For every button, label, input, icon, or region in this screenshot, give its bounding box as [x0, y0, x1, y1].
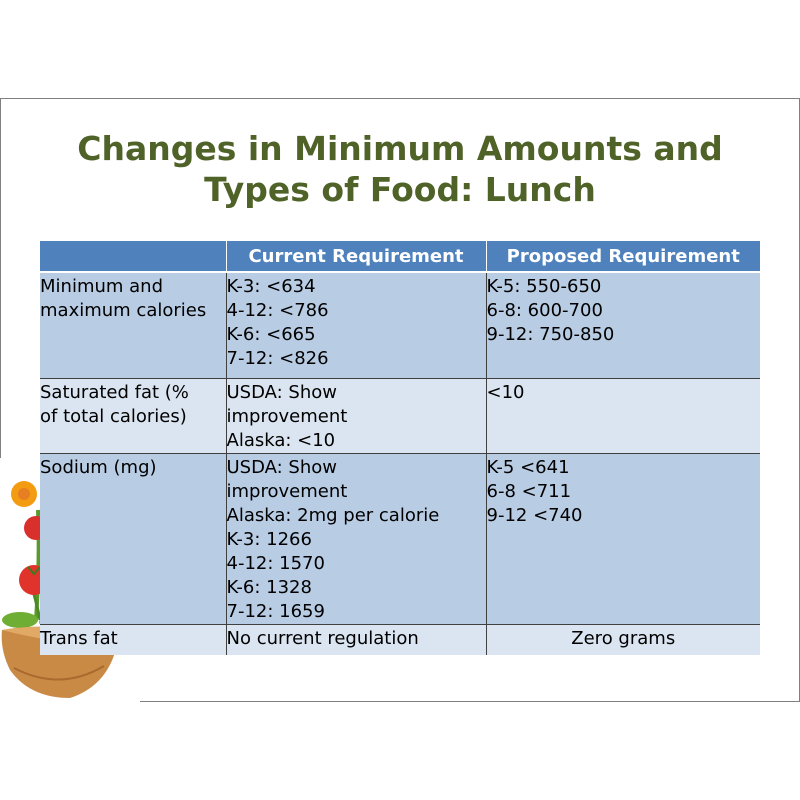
current-line: USDA: Show [226, 381, 338, 403]
current-line: 4-12: 1570 [226, 552, 325, 574]
slide-title-line-1: Changes in Minimum Amounts and [77, 129, 723, 168]
table-cell-proposed: K-5 <641 6-8 <711 9-12 <740 [485, 452, 760, 624]
current-line: Alaska: <10 [226, 429, 336, 451]
requirements-table: Current Requirement Proposed Requirement… [40, 241, 760, 655]
slide-title: Changes in Minimum Amounts and Types of … [0, 128, 800, 210]
table-row-sodium: Sodium (mg) USDA: Show improvement Alask… [40, 452, 760, 624]
current-line: 7-12: 1659 [226, 600, 325, 622]
label-line: of total calories) [40, 405, 187, 427]
label-line: Minimum and [40, 276, 164, 297]
slide-border-top [0, 98, 800, 99]
table-header-proposed: Proposed Requirement [485, 241, 760, 272]
label-line: Saturated fat (% [40, 381, 189, 403]
current-line: improvement [226, 405, 348, 427]
current-line: K-3: 1266 [226, 528, 312, 550]
table-cell-current: USDA: Show improvement Alaska: 2mg per c… [225, 452, 486, 624]
current-line: 4-12: <786 [226, 300, 329, 321]
table-header-current: Current Requirement [225, 241, 486, 272]
table-row-saturated-fat: Saturated fat (% of total calories) USDA… [40, 377, 760, 453]
label-line: Sodium (mg) [40, 456, 157, 478]
label-line: maximum calories [40, 300, 207, 321]
proposed-line: 9-12 <740 [486, 504, 583, 526]
slide-title-line-2: Types of Food: Lunch [204, 170, 596, 209]
table-cell-current: USDA: Show improvement Alaska: <10 [225, 377, 486, 453]
table-cell-label: Saturated fat (% of total calories) [40, 377, 226, 453]
current-line: K-3: <634 [226, 276, 316, 297]
proposed-line: Zero grams [571, 627, 676, 649]
slide-border-left [0, 98, 1, 458]
slide-border-bottom [140, 701, 800, 702]
proposed-line: K-5 <641 [486, 456, 570, 478]
current-line: USDA: Show [226, 456, 338, 478]
label-line: Trans fat [40, 627, 118, 649]
current-line: improvement [226, 480, 348, 502]
current-line: K-6: <665 [226, 324, 316, 345]
table-cell-label: Minimum and maximum calories [40, 271, 226, 378]
table-cell-current: K-3: <634 4-12: <786 K-6: <665 7-12: <82… [225, 271, 486, 378]
table-cell-label: Trans fat [40, 623, 226, 655]
table-row-trans-fat: Trans fat No current regulation Zero gra… [40, 623, 760, 655]
current-line: K-6: 1328 [226, 576, 312, 598]
table-header-empty [40, 241, 226, 272]
proposed-line: <10 [486, 381, 525, 403]
table-cell-current: No current regulation [225, 623, 486, 655]
table-cell-label: Sodium (mg) [40, 452, 226, 624]
proposed-line: 6-8: 600-700 [486, 300, 603, 321]
proposed-line: K-5: 550-650 [486, 276, 602, 297]
table-row-calories: Minimum and maximum calories K-3: <634 4… [40, 271, 760, 378]
table-cell-proposed: <10 [485, 377, 760, 453]
proposed-line: 6-8 <711 [486, 480, 572, 502]
table-cell-proposed: K-5: 550-650 6-8: 600-700 9-12: 750-850 [485, 271, 760, 378]
current-line: 7-12: <826 [226, 348, 329, 369]
current-line: No current regulation [226, 627, 419, 649]
proposed-line: 9-12: 750-850 [486, 324, 615, 345]
current-line: Alaska: 2mg per calorie [226, 504, 440, 526]
table-cell-proposed: Zero grams [485, 623, 760, 655]
table-header-row: Current Requirement Proposed Requirement [40, 241, 760, 272]
